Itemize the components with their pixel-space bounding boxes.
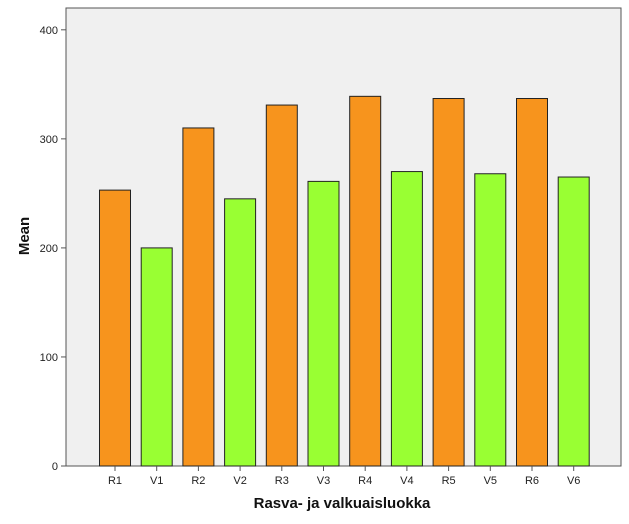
bar-r1: [99, 189, 131, 467]
bar-r6: [516, 98, 548, 467]
x-tick-label: V1: [150, 475, 163, 487]
x-tick-label: R6: [525, 475, 539, 487]
bar-v6: [557, 176, 590, 467]
bar-r4: [349, 95, 382, 467]
y-axis-title: Mean: [16, 217, 33, 255]
y-axis: 0 100 200 300 400: [40, 25, 66, 473]
bar-r3: [265, 104, 298, 467]
x-tick-label: V5: [484, 475, 497, 487]
y-tick-label: 300: [40, 134, 58, 146]
bar-r2: [182, 127, 215, 467]
x-tick-label: R5: [442, 475, 456, 487]
bar-v1: [140, 247, 173, 467]
x-tick-label: V6: [567, 475, 580, 487]
x-tick-label: R2: [191, 475, 205, 487]
x-tick-label: R3: [275, 475, 289, 487]
bar-series: [99, 95, 590, 467]
bar-r5: [432, 98, 465, 467]
y-tick-label: 400: [40, 25, 58, 37]
y-tick-label: 0: [52, 461, 58, 473]
bar-v5: [474, 173, 507, 467]
y-tick-label: 200: [40, 243, 58, 255]
y-tick-label: 100: [40, 352, 58, 364]
x-tick-label: V2: [233, 475, 246, 487]
bar-v4: [390, 171, 423, 467]
x-axis: R1 V1 R2 V2 R3 V3 R4 V4 R5 V5 R6 V6: [108, 466, 580, 487]
x-tick-label: R1: [108, 475, 122, 487]
x-axis-title: Rasva- ja valkuaisluokka: [254, 495, 431, 512]
bar-v2: [224, 198, 257, 467]
x-tick-label: V4: [400, 475, 413, 487]
bar-v3: [307, 180, 340, 467]
x-tick-label: V3: [317, 475, 330, 487]
x-tick-label: R4: [358, 475, 372, 487]
